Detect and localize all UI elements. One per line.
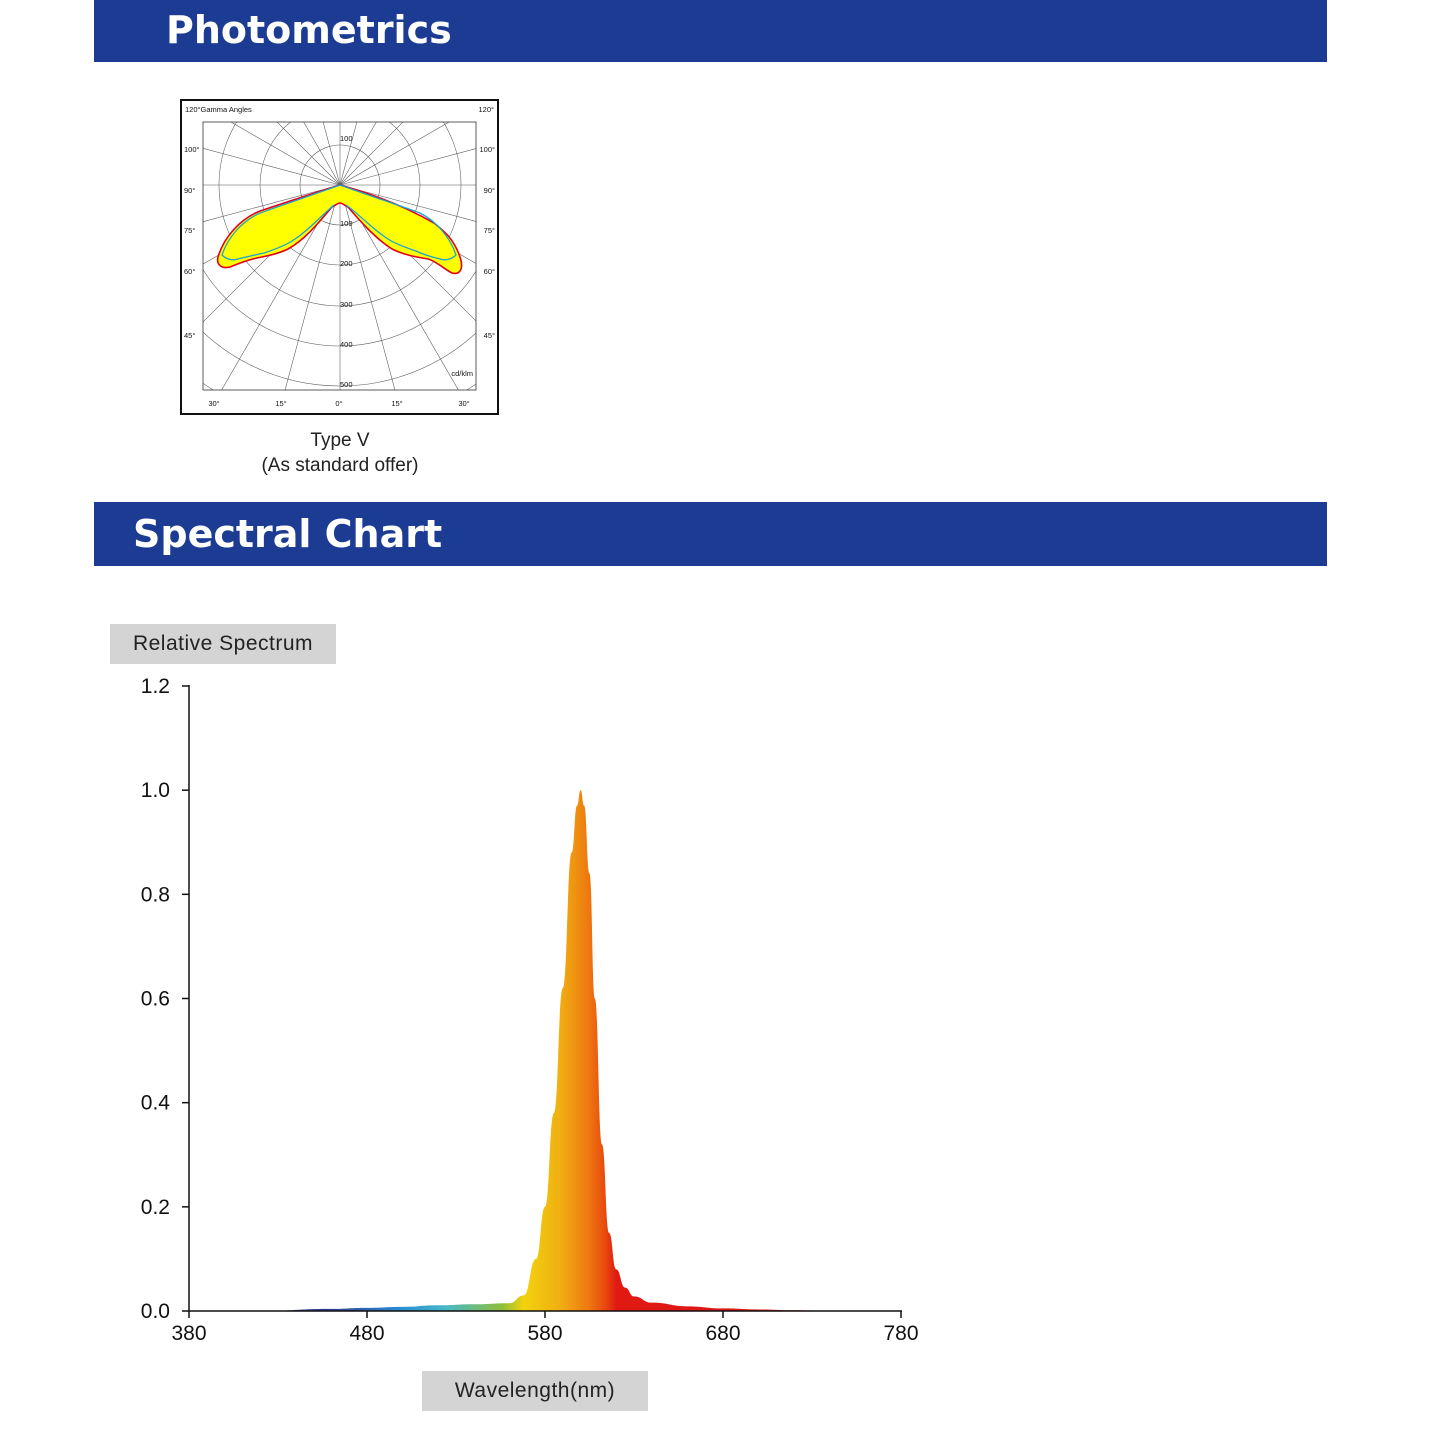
- polar-angle-label-left: 90°: [184, 186, 195, 195]
- polar-header-right: 120°: [478, 105, 494, 114]
- polar-radial-label: 300: [340, 300, 353, 309]
- polar-angle-label-right: 60°: [484, 267, 495, 276]
- y-tick-label: 0.2: [141, 1196, 170, 1219]
- polar-radial-label: 100: [340, 219, 353, 228]
- polar-angle-label-bottom: 15°: [391, 399, 402, 408]
- polar-angle-label-right: 90°: [484, 186, 495, 195]
- y-tick-label: 0.0: [141, 1300, 170, 1323]
- polar-angle-label-bottom: 0°: [335, 399, 342, 408]
- x-tick-label: 380: [171, 1322, 206, 1345]
- y-tick-label: 1.0: [141, 779, 170, 802]
- spectral-title: Spectral Chart: [133, 512, 443, 556]
- polar-angle-label-right: 45°: [484, 331, 495, 340]
- x-tick-label: 480: [349, 1322, 384, 1345]
- polar-angle-label-right: 75°: [484, 226, 495, 235]
- spectral-chart: 0.0 0.2 0.4 0.6 0.8 1.0 1.2 380 480 580 680 780: [141, 675, 919, 1345]
- polar-angle-label-left: 60°: [184, 267, 195, 276]
- polar-diagram: 120°Gamma Angles 120° 100° 100° 90° 90° 75° 7…: [180, 99, 499, 415]
- polar-caption-offer: (As standard offer): [261, 455, 419, 476]
- polar-unit-label: cd/klm: [451, 369, 473, 378]
- x-tick-label: 580: [527, 1322, 562, 1345]
- photometrics-title: Photometrics: [166, 8, 452, 52]
- y-axis-label: Relative Spectrum: [110, 624, 336, 664]
- y-tick-label: 0.6: [141, 988, 170, 1011]
- y-tick-label: 0.4: [141, 1092, 171, 1115]
- polar-angle-label-left: 75°: [184, 226, 195, 235]
- polar-angle-label-bottom: 30°: [208, 399, 219, 408]
- y-tick-label: 1.2: [141, 675, 170, 698]
- y-tick-label: 0.8: [141, 883, 170, 906]
- polar-header-left: 120°Gamma Angles: [185, 105, 252, 114]
- polar-angle-label-left: 45°: [184, 331, 195, 340]
- x-tick-label: 780: [883, 1322, 918, 1345]
- polar-angle-label-bottom: 15°: [275, 399, 286, 408]
- polar-angle-label-right: 100°: [479, 145, 495, 154]
- photometrics-banner: Photometrics: [94, 0, 1327, 62]
- polar-radial-label: 100: [340, 134, 353, 143]
- light-distribution-curve: [216, 184, 463, 275]
- polar-radial-label: 400: [340, 340, 353, 349]
- polar-caption-type: Type V: [310, 430, 370, 451]
- polar-radial-label: 200: [340, 259, 353, 268]
- x-axis-label: Wavelength(nm): [422, 1371, 648, 1411]
- spectral-banner: Spectral Chart: [94, 502, 1327, 566]
- x-tick-label: 680: [705, 1322, 740, 1345]
- polar-angle-label-bottom: 30°: [458, 399, 469, 408]
- spectrum-area: [189, 790, 901, 1311]
- polar-angle-label-left: 100°: [184, 145, 200, 154]
- polar-radial-label: 500: [340, 380, 353, 389]
- polar-caption: Type V (As standard offer): [220, 428, 460, 478]
